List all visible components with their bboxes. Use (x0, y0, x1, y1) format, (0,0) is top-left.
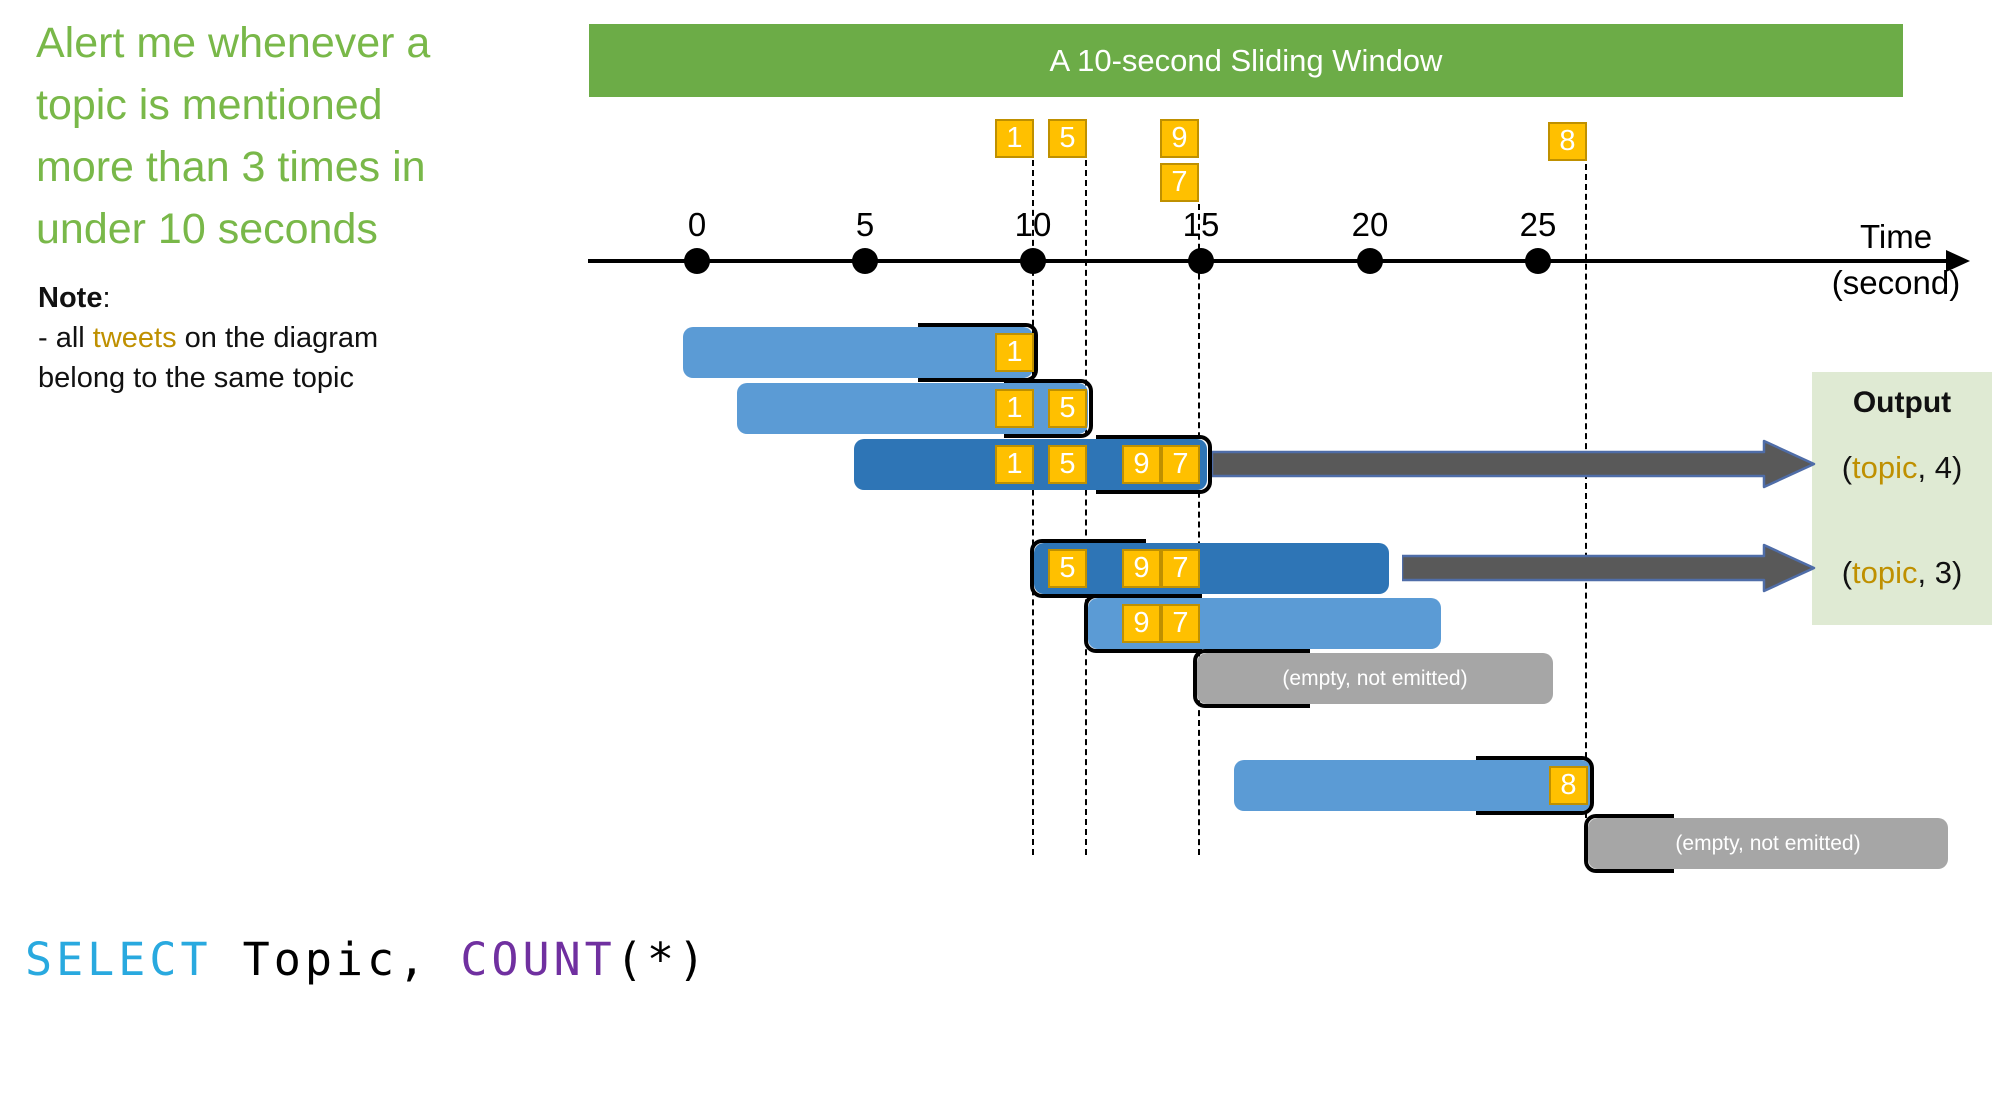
emit-arrow-window4-icon (1402, 543, 1816, 593)
axis-label-time: Time (1859, 218, 1933, 255)
output-count: , 4) (1917, 450, 1963, 485)
output-count: , 3) (1917, 555, 1963, 590)
guide-line-event-1 (1032, 160, 1034, 855)
ink-bracket-window5-icon (1084, 594, 1202, 653)
event-square-9: 9 (1160, 119, 1199, 158)
bar1-event-1: 1 (995, 333, 1034, 372)
note-colon: : (102, 282, 111, 314)
bar5-event-9: 9 (1122, 604, 1161, 643)
note-text: on the diagram (176, 322, 379, 354)
time-axis-arrowhead-icon (1946, 250, 1970, 272)
sql-token: (*) (615, 933, 710, 986)
ink-bracket-window2-icon (1004, 379, 1093, 438)
headline-line: under 10 seconds (36, 205, 378, 253)
sql-token: COUNT (460, 933, 616, 986)
tick-label-10: 10 (1014, 206, 1052, 243)
bar7-event-8: 8 (1549, 766, 1588, 805)
note-line-1: - all tweets on the diagram (38, 318, 378, 358)
headline-line: Alert me whenever a (36, 19, 431, 67)
output-text: ( (1841, 450, 1853, 485)
output-row-1: (topic, 4) (1812, 450, 1992, 486)
note-title: Note: (38, 278, 378, 318)
tick-label-15: 15 (1182, 206, 1220, 243)
emit-arrow-window3-icon (1212, 439, 1816, 489)
ink-bracket-window1-icon (918, 323, 1038, 382)
ink-bracket-window3-icon (1096, 435, 1212, 494)
bar5-event-7: 7 (1161, 604, 1200, 643)
sql-token: SELECT (25, 933, 212, 986)
event-square-5: 5 (1048, 119, 1087, 158)
guide-line-event-7 (1198, 204, 1200, 855)
bar3-event-9: 9 (1122, 445, 1161, 484)
bar4-event-9: 9 (1122, 549, 1161, 588)
event-square-8: 8 (1548, 122, 1587, 161)
bar4-event-7: 7 (1161, 549, 1200, 588)
guide-line-event-5 (1085, 160, 1087, 855)
sql-query: SELECT Topic, COUNT(*) FROM TwitterStrea… (25, 800, 1300, 1117)
output-text: ( (1841, 555, 1853, 590)
banner: A 10-second Sliding Window (589, 24, 1903, 97)
guide-line-event-8 (1585, 164, 1587, 818)
note-label: Note (38, 282, 103, 314)
bar3-event-1: 1 (995, 445, 1034, 484)
output-row-2: (topic, 3) (1812, 555, 1992, 591)
window-bar-6-empty: (empty, not emitted) (1197, 653, 1553, 704)
headline: Alert me whenever a topic is mentioned m… (36, 12, 430, 260)
tick-label-25: 25 (1519, 206, 1557, 243)
window-bar-4 (1034, 543, 1389, 594)
event-square-1: 1 (995, 119, 1034, 158)
ink-bracket-window7-icon (1476, 756, 1594, 815)
banner-title: A 10-second Sliding Window (1049, 42, 1443, 78)
headline-line: more than 3 times in (36, 143, 426, 191)
event-square-7: 7 (1160, 163, 1199, 202)
output-topic: topic (1852, 555, 1918, 590)
output-title: Output (1852, 386, 1952, 419)
tick-label-0: 0 (687, 206, 707, 243)
output-panel: Output (topic, 4) (topic, 3) (1812, 372, 1992, 625)
ink-bracket-window8-icon (1584, 814, 1674, 873)
note: Note: - all tweets on the diagram belong… (38, 278, 378, 398)
axis-dot-0 (684, 248, 710, 274)
empty-window-label: (empty, not emitted) (1282, 666, 1468, 690)
axis-dot-20 (1357, 248, 1383, 274)
empty-window-label: (empty, not emitted) (1675, 831, 1861, 855)
tick-label-20: 20 (1351, 206, 1389, 243)
bar3-event-5: 5 (1048, 445, 1087, 484)
bar2-event-5: 5 (1048, 389, 1087, 428)
bar4-event-5: 5 (1048, 549, 1087, 588)
sql-token: Topic, (211, 933, 461, 986)
sql-line-select: SELECT Topic, COUNT(*) (25, 928, 1300, 992)
axis-label-second: (second) (1831, 264, 1961, 301)
axis-dot-25 (1525, 248, 1551, 274)
note-line-2: belong to the same topic (38, 362, 354, 394)
note-text: - all (38, 322, 93, 354)
bar3-event-7: 7 (1161, 445, 1200, 484)
axis-dot-15 (1188, 248, 1214, 274)
axis-dot-5 (852, 248, 878, 274)
window-bar-1 (683, 327, 1033, 378)
axis-dot-10 (1020, 248, 1046, 274)
ink-bracket-window6-icon (1193, 649, 1310, 708)
window-bar-7 (1234, 760, 1591, 811)
output-topic: topic (1852, 450, 1918, 485)
window-bar-8-empty: (empty, not emitted) (1588, 818, 1948, 869)
note-highlight-tweets: tweets (92, 322, 177, 354)
tick-label-5: 5 (855, 206, 875, 243)
time-axis (588, 259, 1952, 263)
bar2-event-1: 1 (995, 389, 1034, 428)
headline-line: topic is mentioned (36, 81, 383, 129)
